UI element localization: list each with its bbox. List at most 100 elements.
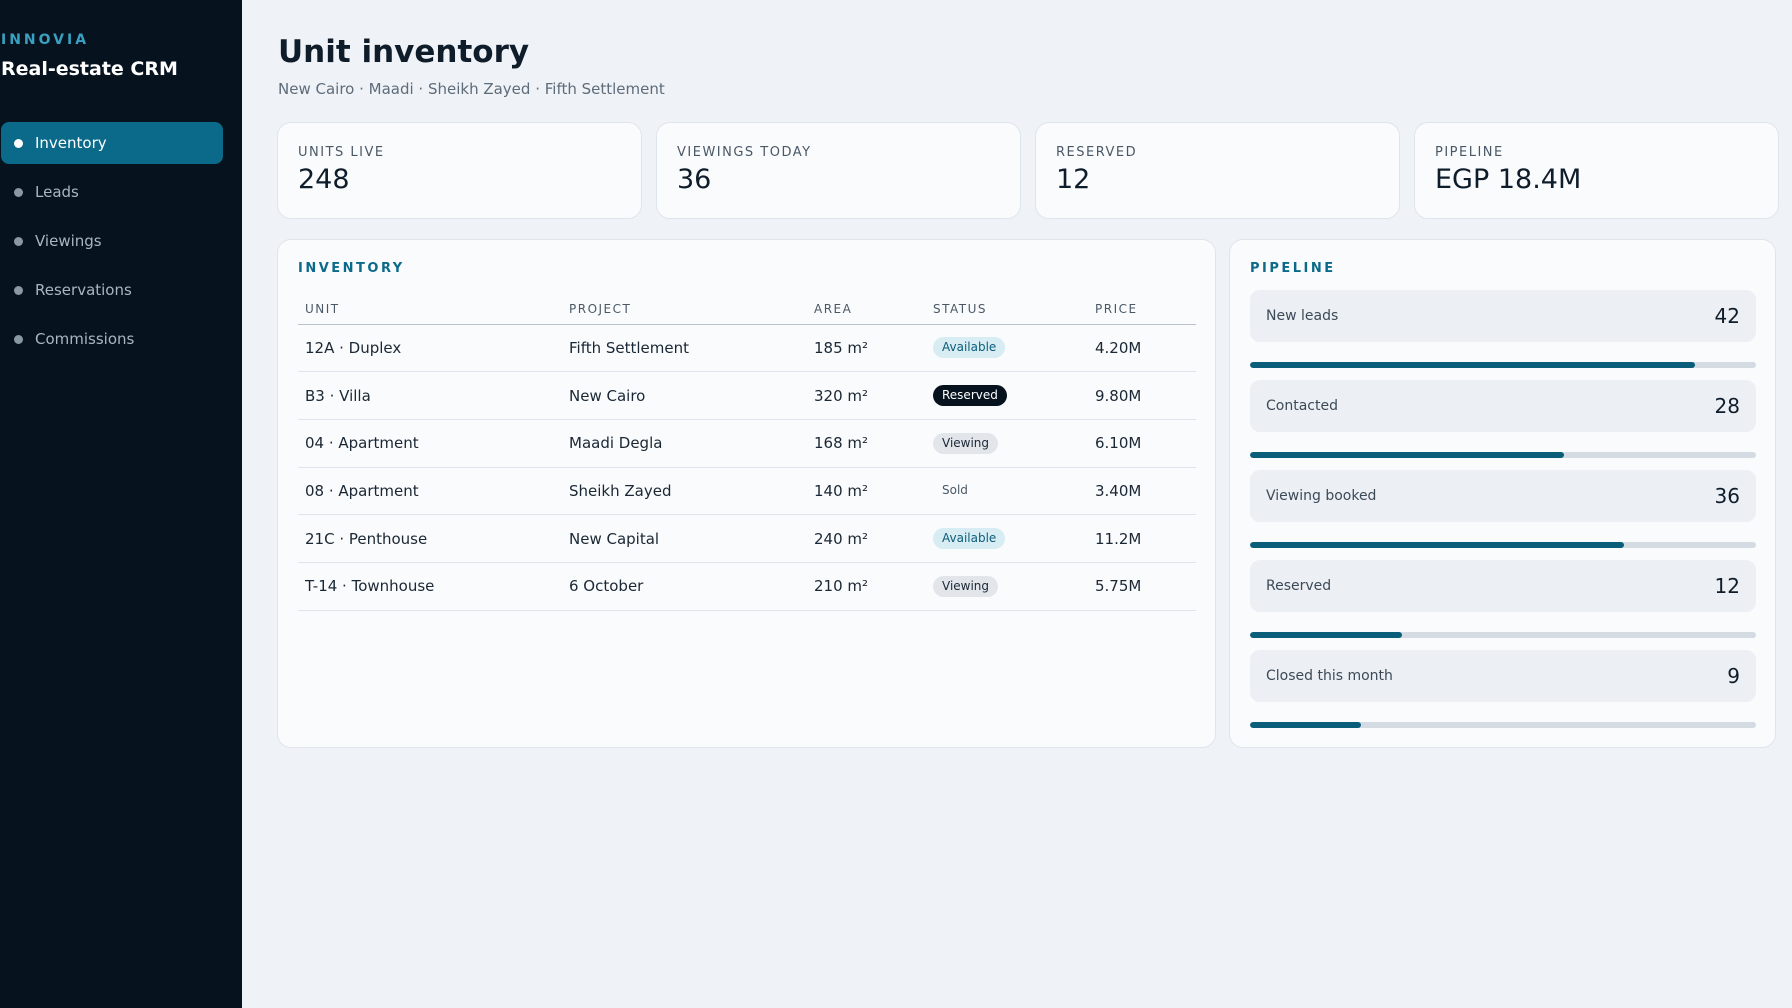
pipeline-label: Viewing booked xyxy=(1266,488,1377,504)
cell-price: 3.40M xyxy=(1088,467,1196,516)
column-header-project[interactable]: PROJECT xyxy=(562,294,807,325)
sidebar-item-label: Commissions xyxy=(35,330,135,348)
kpi-card-viewings-today: VIEWINGS TODAY 36 xyxy=(656,122,1021,219)
cell-unit: B3 · Villa xyxy=(298,371,562,420)
cell-price: 11.2M xyxy=(1088,514,1196,563)
table-header-row: UNIT PROJECT AREA STATUS PRICE xyxy=(298,294,1196,325)
pipeline-label: Contacted xyxy=(1266,398,1338,414)
column-header-price[interactable]: PRICE xyxy=(1088,294,1196,325)
status-badge: Viewing xyxy=(933,575,999,597)
table-row[interactable]: T-14 · Townhouse 6 October 210 m² Viewin… xyxy=(298,562,1196,611)
progress-fill xyxy=(1250,632,1402,638)
page-subtitle: New Cairo · Maadi · Sheikh Zayed · Fifth… xyxy=(278,80,665,98)
bullet-icon xyxy=(14,138,23,148)
pipeline-stage-reserved[interactable]: Reserved 12 xyxy=(1250,560,1756,638)
pipeline-count: 42 xyxy=(1714,304,1740,328)
bullet-icon xyxy=(14,187,23,197)
sidebar-item-label: Leads xyxy=(35,183,79,201)
pipeline-stage-new-leads[interactable]: New leads 42 xyxy=(1250,290,1756,368)
pipeline-row: Viewing booked 36 xyxy=(1250,470,1756,522)
brand-title: Real-estate CRM xyxy=(1,58,178,80)
cell-area: 240 m² xyxy=(807,514,926,563)
brand-kicker: INNOVIA xyxy=(1,32,90,48)
cell-project: Sheikh Zayed xyxy=(562,467,807,516)
kpi-label: RESERVED xyxy=(1056,145,1138,160)
pipeline-row: Closed this month 9 xyxy=(1250,650,1756,702)
pipeline-label: New leads xyxy=(1266,308,1339,324)
pipeline-row: Reserved 12 xyxy=(1250,560,1756,612)
cell-price: 5.75M xyxy=(1088,562,1196,611)
pipeline-count: 28 xyxy=(1714,394,1740,418)
sidebar-item-inventory[interactable]: Inventory xyxy=(1,122,223,164)
progress-fill xyxy=(1250,542,1625,548)
pipeline-count: 36 xyxy=(1714,484,1740,508)
pipeline-stage-closed[interactable]: Closed this month 9 xyxy=(1250,650,1756,728)
cell-status: Viewing xyxy=(926,562,1088,611)
table-row[interactable]: 21C · Penthouse New Capital 240 m² Avail… xyxy=(298,514,1196,563)
kpi-label: PIPELINE xyxy=(1435,145,1504,160)
kpi-card-pipeline: PIPELINE EGP 18.4M xyxy=(1414,122,1779,219)
progress-track xyxy=(1250,452,1756,458)
cell-price: 9.80M xyxy=(1088,371,1196,420)
cell-project: 6 October xyxy=(562,562,807,611)
inventory-panel: INVENTORY UNIT PROJECT AREA STATUS PRICE… xyxy=(277,239,1216,748)
inventory-title: INVENTORY xyxy=(298,261,405,276)
kpi-card-reserved: RESERVED 12 xyxy=(1035,122,1400,219)
kpi-label: VIEWINGS TODAY xyxy=(677,145,812,160)
kpi-cards: UNITS LIVE 248 VIEWINGS TODAY 36 RESERVE… xyxy=(277,122,1779,219)
cell-status: Sold xyxy=(926,467,1088,516)
cell-area: 185 m² xyxy=(807,324,926,373)
pipeline-label: Closed this month xyxy=(1266,668,1393,684)
progress-track xyxy=(1250,362,1756,368)
bullet-icon xyxy=(14,334,23,344)
sidebar-item-label: Inventory xyxy=(35,134,107,152)
cell-unit: T-14 · Townhouse xyxy=(298,562,562,611)
progress-track xyxy=(1250,632,1756,638)
cell-project: Fifth Settlement xyxy=(562,324,807,373)
cell-status: Reserved xyxy=(926,371,1088,420)
progress-track xyxy=(1250,542,1756,548)
progress-fill xyxy=(1250,722,1362,728)
kpi-value: 12 xyxy=(1056,164,1091,195)
kpi-value: 248 xyxy=(298,164,350,195)
cell-area: 168 m² xyxy=(807,419,926,468)
table-row[interactable]: B3 · Villa New Cairo 320 m² Reserved 9.8… xyxy=(298,371,1196,420)
column-header-unit[interactable]: UNIT xyxy=(298,294,562,325)
pipeline-list: New leads 42 Contacted 28 Viewing booked… xyxy=(1250,290,1756,740)
pipeline-stage-contacted[interactable]: Contacted 28 xyxy=(1250,380,1756,458)
status-badge: Sold xyxy=(942,483,968,498)
sidebar-item-label: Reservations xyxy=(35,281,132,299)
pipeline-stage-viewing-booked[interactable]: Viewing booked 36 xyxy=(1250,470,1756,548)
sidebar: INNOVIA Real-estate CRM Inventory Leads … xyxy=(0,0,242,1008)
cell-status: Viewing xyxy=(926,419,1088,468)
status-badge: Reserved xyxy=(933,385,1007,407)
sidebar-item-reservations[interactable]: Reservations xyxy=(1,269,223,311)
sidebar-nav: Inventory Leads Viewings Reservations Co… xyxy=(1,122,223,367)
cell-unit: 08 · Apartment xyxy=(298,467,562,516)
bullet-icon xyxy=(14,285,23,295)
cell-status: Available xyxy=(926,514,1088,563)
kpi-label: UNITS LIVE xyxy=(298,145,385,160)
kpi-value: EGP 18.4M xyxy=(1435,164,1582,195)
sidebar-item-leads[interactable]: Leads xyxy=(1,171,223,213)
sidebar-item-viewings[interactable]: Viewings xyxy=(1,220,223,262)
cell-status: Available xyxy=(926,324,1088,373)
pipeline-label: Reserved xyxy=(1266,578,1332,594)
pipeline-count: 9 xyxy=(1727,664,1740,688)
cell-price: 6.10M xyxy=(1088,419,1196,468)
table-row[interactable]: 08 · Apartment Sheikh Zayed 140 m² Sold … xyxy=(298,467,1196,516)
bullet-icon xyxy=(14,236,23,246)
cell-project: New Capital xyxy=(562,514,807,563)
sidebar-item-commissions[interactable]: Commissions xyxy=(1,318,223,360)
progress-track xyxy=(1250,722,1756,728)
cell-area: 320 m² xyxy=(807,371,926,420)
cell-area: 210 m² xyxy=(807,562,926,611)
table-row[interactable]: 04 · Apartment Maadi Degla 168 m² Viewin… xyxy=(298,419,1196,468)
kpi-value: 36 xyxy=(677,164,712,195)
page-title: Unit inventory xyxy=(278,34,530,70)
column-header-area[interactable]: AREA xyxy=(807,294,926,325)
table-row[interactable]: 12A · Duplex Fifth Settlement 185 m² Ava… xyxy=(298,324,1196,373)
pipeline-row: Contacted 28 xyxy=(1250,380,1756,432)
column-header-status[interactable]: STATUS xyxy=(926,294,1088,325)
pipeline-count: 12 xyxy=(1714,574,1740,598)
